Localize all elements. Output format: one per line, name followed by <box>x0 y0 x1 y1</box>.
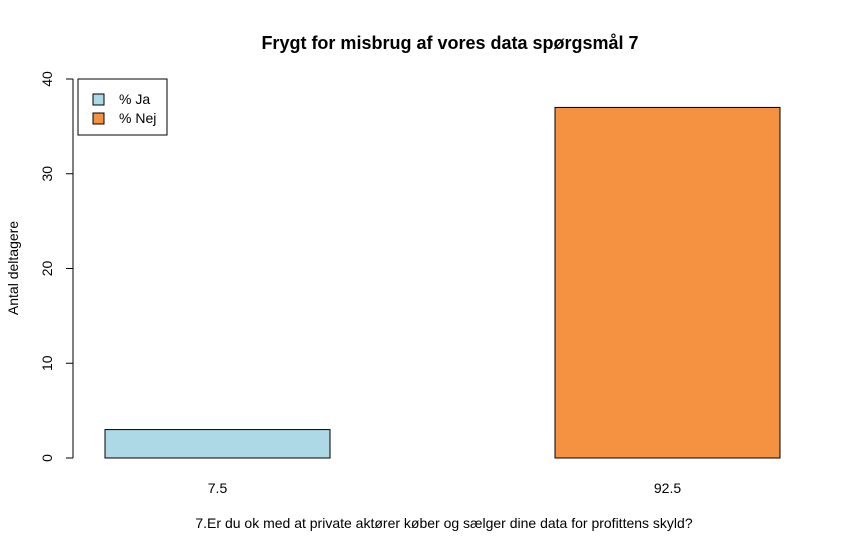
chart-title: Frygt for misbrug af vores data spørgsmå… <box>261 33 638 53</box>
x-tick-label: 92.5 <box>654 480 681 496</box>
y-tick-label: 20 <box>39 261 55 277</box>
bar <box>554 106 781 459</box>
x-tick-labels: 7.5 92.5 <box>208 480 682 496</box>
x-tick-label: 7.5 <box>208 480 228 496</box>
legend-label: % Nej <box>119 110 156 126</box>
y-axis: 0 10 20 30 40 <box>39 71 74 462</box>
y-tick-label: 30 <box>39 166 55 182</box>
legend-swatch <box>92 93 105 106</box>
y-tick-label: 0 <box>39 454 55 462</box>
y-axis-label: Antal deltagere <box>5 221 21 315</box>
y-tick-label: 40 <box>39 71 55 87</box>
legend-box <box>77 78 168 136</box>
legend: % Ja % Nej <box>77 78 168 136</box>
legend-swatch <box>92 112 105 125</box>
legend-label: % Ja <box>119 91 150 107</box>
y-tick-label: 10 <box>39 355 55 371</box>
bar <box>104 429 331 459</box>
bars <box>104 106 781 459</box>
x-axis-label: 7.Er du ok med at private aktører køber … <box>195 515 692 531</box>
